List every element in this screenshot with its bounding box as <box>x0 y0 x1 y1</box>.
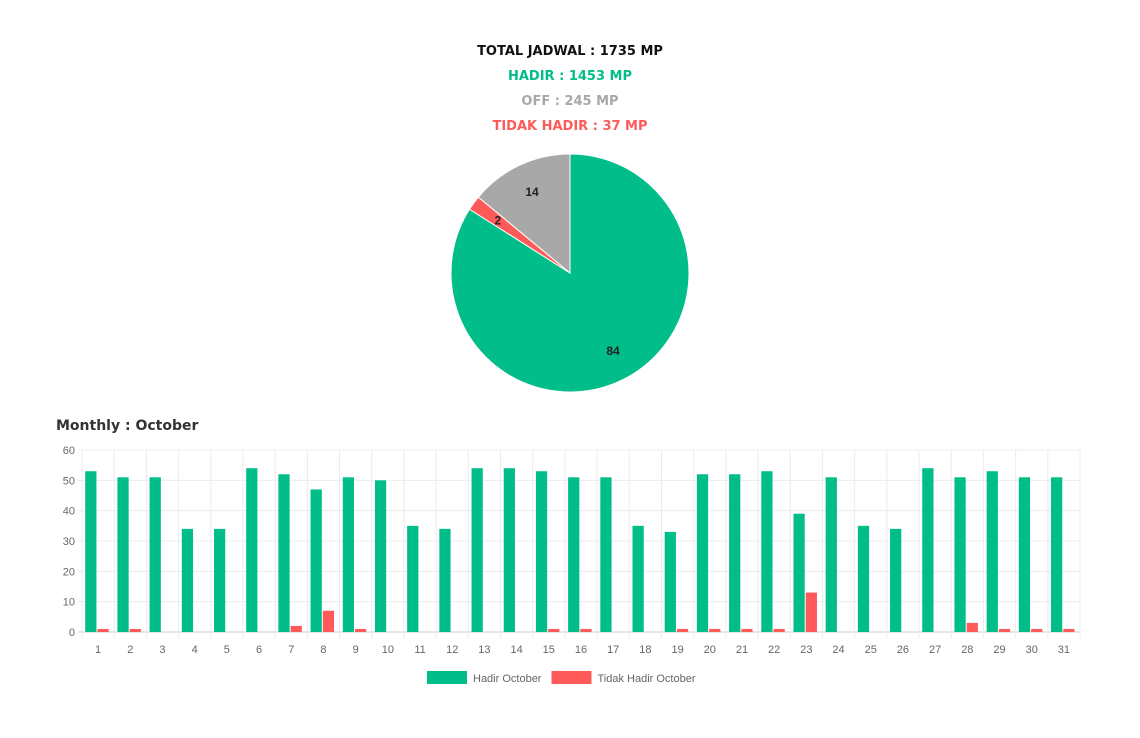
bar-tidak-hadir-9 <box>355 628 367 632</box>
bar-hadir-31 <box>1051 477 1063 632</box>
bar-hadir-4 <box>181 528 194 632</box>
x-tick-label: 29 <box>993 644 1005 656</box>
pie-label: 84 <box>606 344 620 358</box>
off-total: OFF : 245 MP <box>521 94 619 109</box>
bar-tidak-hadir-29 <box>998 628 1011 632</box>
bar-hadir-6 <box>246 468 258 632</box>
x-tick-label: 19 <box>671 644 683 656</box>
x-tick-label: 11 <box>414 644 425 656</box>
bar-tidak-hadir-2 <box>129 628 141 632</box>
bar-hadir-30 <box>1018 477 1031 632</box>
x-tick-label: 27 <box>929 644 941 656</box>
bar-hadir-8 <box>310 489 322 632</box>
bar-hadir-22 <box>761 471 773 632</box>
bar-hadir-20 <box>696 474 709 632</box>
bar-hadir-29 <box>986 471 998 632</box>
y-tick-label: 50 <box>63 475 75 487</box>
bar-hadir-28 <box>954 477 966 632</box>
pie-slice-off <box>477 153 571 275</box>
hadir-total: HADIR : 1453 MP <box>507 69 632 84</box>
bar-tidak-hadir-1 <box>97 628 109 632</box>
bar-hadir-1 <box>85 471 97 632</box>
bar-tidak-hadir-20 <box>709 628 721 632</box>
bar-hadir-2 <box>117 477 129 632</box>
bar-hadir-21 <box>729 474 741 632</box>
y-tick-label: 60 <box>63 445 75 457</box>
x-tick-label: 23 <box>800 644 812 656</box>
bar-hadir-23 <box>793 513 805 632</box>
bar-hadir-10 <box>374 480 387 632</box>
pie-label: 14 <box>525 185 539 199</box>
x-tick-label: 17 <box>607 644 619 656</box>
x-tick-label: 24 <box>832 644 844 656</box>
x-tick-label: 18 <box>639 644 651 656</box>
bar-tidak-hadir-15 <box>548 628 560 632</box>
x-tick-label: 25 <box>865 644 877 656</box>
bar-tidak-hadir-16 <box>580 628 592 632</box>
bar-tidak-hadir-31 <box>1063 628 1075 632</box>
x-tick-label: 20 <box>704 644 716 656</box>
x-tick-label: 8 <box>320 644 326 656</box>
bar-hadir-25 <box>857 525 870 632</box>
x-tick-label: 30 <box>1026 644 1038 656</box>
x-tick-label: 12 <box>446 644 458 656</box>
bar-hadir-9 <box>342 477 355 632</box>
x-tick-label: 5 <box>224 644 230 656</box>
bar-tidak-hadir-30 <box>1031 628 1043 632</box>
y-tick-label: 30 <box>63 536 75 548</box>
total-jadwal: TOTAL JADWAL : 1735 MP <box>477 44 663 59</box>
legend-label: Hadir October <box>473 673 542 685</box>
bar-hadir-5 <box>213 528 226 632</box>
legend-label: Tidak Hadir October <box>597 673 695 685</box>
x-tick-label: 3 <box>159 644 165 656</box>
bar-tidak-hadir-23 <box>805 592 817 632</box>
y-tick-label: 40 <box>63 506 75 518</box>
bar-hadir-15 <box>535 471 548 632</box>
legend-swatch <box>427 671 467 684</box>
x-tick-label: 7 <box>288 644 294 656</box>
bar-hadir-7 <box>278 474 290 632</box>
bar-hadir-17 <box>600 477 612 632</box>
y-tick-label: 10 <box>63 597 75 609</box>
bar-hadir-18 <box>632 525 644 632</box>
bar-hadir-12 <box>439 528 451 632</box>
bar-hadir-24 <box>825 477 837 632</box>
x-tick-label: 1 <box>95 644 101 656</box>
bar-tidak-hadir-8 <box>322 610 335 632</box>
bar-tidak-hadir-22 <box>773 628 785 632</box>
x-tick-label: 16 <box>575 644 587 656</box>
x-tick-label: 31 <box>1058 644 1070 656</box>
x-tick-label: 6 <box>256 644 262 656</box>
bar-tidak-hadir-19 <box>676 628 689 632</box>
x-tick-label: 9 <box>353 644 359 656</box>
tidak-hadir-total: TIDAK HADIR : 37 MP <box>492 119 648 134</box>
monthly-title: Monthly : October <box>56 418 199 434</box>
x-tick-label: 15 <box>543 644 555 656</box>
bar-hadir-3 <box>149 477 161 632</box>
x-tick-label: 14 <box>510 644 522 656</box>
bar-hadir-13 <box>471 468 483 632</box>
bar-hadir-11 <box>407 525 419 632</box>
bar-hadir-27 <box>922 468 934 632</box>
bar-hadir-16 <box>568 477 580 632</box>
x-tick-label: 10 <box>382 644 394 656</box>
y-tick-label: 0 <box>69 627 75 639</box>
x-tick-label: 4 <box>192 644 198 656</box>
x-tick-label: 13 <box>478 644 490 656</box>
bar-hadir-26 <box>890 528 902 632</box>
bar-tidak-hadir-21 <box>741 628 753 632</box>
x-tick-label: 21 <box>736 644 748 656</box>
x-tick-label: 2 <box>127 644 133 656</box>
x-tick-label: 22 <box>768 644 780 656</box>
x-tick-label: 26 <box>897 644 909 656</box>
y-tick-label: 20 <box>63 566 75 578</box>
bar-hadir-19 <box>664 531 676 632</box>
bar-tidak-hadir-28 <box>966 622 978 632</box>
bar-tidak-hadir-7 <box>290 625 302 632</box>
bar-hadir-14 <box>503 468 515 632</box>
legend-swatch <box>551 671 592 684</box>
x-tick-label: 28 <box>961 644 973 656</box>
pie-label: 2 <box>494 214 501 228</box>
